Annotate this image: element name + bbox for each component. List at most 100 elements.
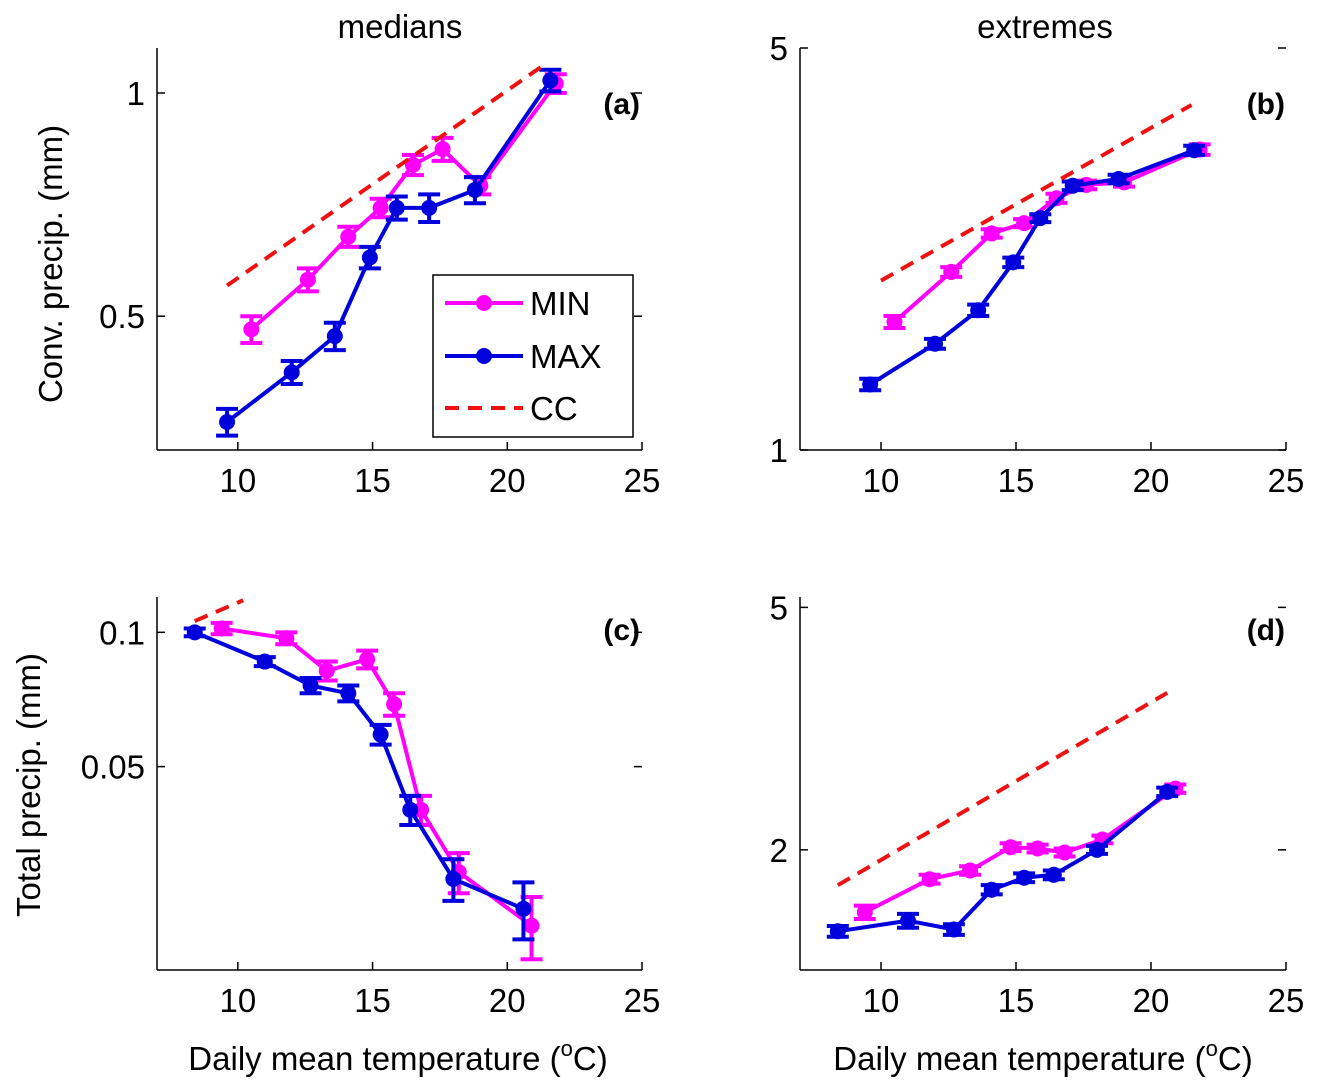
panel-b-cc-line	[880, 103, 1193, 283]
panel-c-max-point	[256, 653, 273, 670]
panel-d-max-point	[1159, 783, 1176, 800]
panel-c-ylabel: Total precip. (mm)	[10, 653, 47, 917]
panel-a-max-point	[326, 328, 343, 345]
panel-c-min-point	[213, 620, 230, 637]
panel-d-min-point	[1056, 844, 1073, 861]
panel-c-max-point	[302, 677, 319, 694]
panel-a-y-tick-label: 1	[127, 75, 145, 112]
panel-a-min-point	[434, 141, 451, 158]
xlabel-left: Daily mean temperature (oC)	[188, 1036, 607, 1077]
panel-d-cc-line	[836, 691, 1169, 887]
panel-a: 10 15 20 25 0.5 1 Conv. precip. (mm) (a)	[32, 48, 660, 499]
panel-c-x-tick-label: 10	[219, 982, 256, 1019]
panel-a-x-tick-label: 10	[219, 462, 256, 499]
panel-d-min-point	[1002, 839, 1019, 856]
panel-d-min-point	[856, 904, 873, 921]
legend: MIN MAX CC	[432, 274, 634, 438]
panel-d-y-tick-label: 5	[770, 589, 788, 626]
panel-a-x-tick-label: 20	[489, 462, 526, 499]
panel-a-min-point	[372, 199, 389, 216]
panel-b-max-point	[1110, 170, 1127, 187]
panel-a-label: (a)	[603, 88, 640, 121]
panel-c-label: (c)	[603, 614, 640, 647]
panel-b-series-min	[883, 141, 1211, 330]
legend-label-min: MIN	[530, 285, 591, 322]
panel-b-max-point	[1032, 210, 1049, 227]
panel-c-y-tick-label: 0.1	[99, 614, 145, 651]
panel-d-min-point	[921, 871, 938, 888]
panel-c-y-tick-label: 0.05	[81, 749, 145, 786]
panel-c-min-point	[318, 662, 335, 679]
panel-b-max-point	[1064, 177, 1081, 194]
panel-a-min-point	[299, 271, 316, 288]
panel-d-max-point	[829, 923, 846, 940]
panel-a-max-point	[466, 181, 483, 198]
panel-b-max-point	[927, 335, 943, 352]
panel-c-max-point	[445, 870, 462, 887]
panel-d-x-tick-label: 15	[998, 982, 1035, 1019]
panel-b-max-line	[869, 148, 1195, 387]
panel-a-max-point	[219, 413, 236, 430]
panel-a-x-tick-label: 25	[624, 462, 661, 499]
legend-label-cc: CC	[530, 390, 578, 427]
panel-b-x-tick-label: 25	[1268, 462, 1305, 499]
panel-c-max-point	[340, 685, 357, 702]
panel-a-min-point	[340, 228, 357, 245]
panel-c-max-point	[402, 801, 419, 818]
panel-d-max-point	[1089, 841, 1105, 858]
panel-a-series-cc	[225, 60, 549, 288]
panel-c-min-point	[523, 917, 540, 934]
panel-d-min-point	[962, 862, 979, 879]
panel-b-label: (b)	[1247, 88, 1285, 121]
panel-b-series-max	[859, 142, 1206, 393]
panel-d-max-point	[900, 912, 916, 929]
panel-a-ylabel: Conv. precip. (mm)	[32, 125, 69, 403]
panel-c-plot: 10 15 20 25 0.05 0.1	[81, 597, 661, 1019]
panel-b-y-tick-label: 5	[770, 30, 788, 67]
panel-b-max-point	[1186, 142, 1203, 159]
panel-a-min-point	[243, 321, 260, 338]
panel-c-cc-line	[193, 598, 245, 623]
panel-c-min-point	[278, 630, 295, 647]
panel-d-max-line	[837, 790, 1169, 934]
panel-b-min-point	[1016, 215, 1033, 232]
panel-d-min-point	[1029, 840, 1046, 857]
panel-d-series-max	[826, 783, 1179, 940]
panel-d-series-cc	[836, 691, 1169, 887]
panel-a-plot: 10 15 20 25 0.5 1	[99, 48, 660, 499]
panel-b-max-point	[970, 302, 987, 319]
panel-c-series-min	[210, 620, 543, 962]
panel-a-max-point	[388, 199, 405, 216]
panel-a-max-point	[542, 72, 559, 89]
panel-c: 10 15 20 25 0.05 0.1 Total precip. (mm) (c)	[10, 597, 660, 1019]
panel-d-max-point	[945, 921, 962, 938]
panel-c-max-point	[186, 624, 203, 641]
column-title-medians: medians	[338, 8, 463, 45]
panel-b-x-tick-label: 10	[863, 462, 900, 499]
panel-d-x-tick-label: 10	[863, 982, 900, 1019]
panel-b-min-point	[1048, 190, 1065, 207]
panel-a-y-tick-label: 0.5	[99, 298, 145, 335]
legend-entry-cc: CC	[445, 390, 578, 427]
panel-c-x-tick-label: 20	[489, 982, 526, 1019]
panel-d-max-point	[983, 881, 1000, 898]
panel-a-cc-line	[225, 60, 549, 288]
panel-a-max-point	[421, 199, 438, 216]
legend-entry-max: MAX	[445, 338, 602, 375]
panel-c-max-point	[515, 900, 532, 917]
panel-d-max-point	[1045, 866, 1062, 883]
panel-b-series-cc	[880, 103, 1193, 283]
legend-label-max: MAX	[530, 338, 602, 375]
panel-b-min-point	[886, 313, 903, 330]
panel-b-max-point	[1005, 254, 1022, 271]
panel-c-x-tick-label: 25	[624, 982, 661, 1019]
panel-b-x-tick-label: 15	[998, 462, 1035, 499]
panel-a-max-point	[283, 364, 300, 381]
panel-d-label: (d)	[1247, 614, 1285, 647]
xlabel-right: Daily mean temperature (oC)	[833, 1036, 1252, 1077]
